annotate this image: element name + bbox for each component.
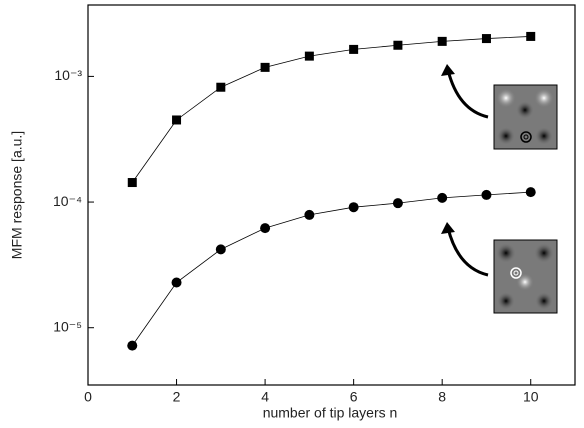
marker xyxy=(349,45,358,54)
marker xyxy=(438,37,447,46)
arrow xyxy=(448,70,488,117)
y-tick-label: 10⁻⁵ xyxy=(53,318,82,334)
inset-bottom xyxy=(494,240,557,313)
inset-spot xyxy=(534,243,554,263)
arrow-head xyxy=(441,222,455,234)
marker xyxy=(437,193,447,203)
marker xyxy=(349,202,359,212)
inset-spot xyxy=(534,88,554,108)
marker xyxy=(304,210,314,220)
inset-spot xyxy=(535,127,553,145)
marker xyxy=(216,83,225,92)
x-tick-label: 4 xyxy=(261,389,269,405)
y-tick-label: 10⁻³ xyxy=(54,67,82,83)
marker xyxy=(172,115,181,124)
x-tick-label: 10 xyxy=(523,389,539,405)
marker xyxy=(127,341,137,351)
x-tick-label: 0 xyxy=(84,389,92,405)
inset-spot xyxy=(497,127,515,145)
x-axis-label: number of tip layers n xyxy=(263,405,398,421)
inset-spot xyxy=(535,292,553,310)
marker xyxy=(482,34,491,43)
marker xyxy=(261,63,270,72)
chart: MFM response [a.u.] number of tip layers… xyxy=(0,0,584,428)
arrow-head xyxy=(441,64,455,76)
inset-spot xyxy=(516,273,534,291)
x-tick-label: 6 xyxy=(350,389,358,405)
marker xyxy=(393,198,403,208)
inset-spot xyxy=(496,243,516,263)
marker xyxy=(172,277,182,287)
x-tick-label: 2 xyxy=(173,389,181,405)
plot-frame xyxy=(88,5,575,385)
x-tick-label: 8 xyxy=(438,389,446,405)
marker xyxy=(305,52,314,61)
inset-spot xyxy=(496,88,516,108)
marker xyxy=(260,223,270,233)
inset-spot xyxy=(497,292,515,310)
arrow xyxy=(448,228,488,275)
inset-spot xyxy=(516,101,534,119)
marker xyxy=(526,187,536,197)
marker xyxy=(481,190,491,200)
y-axis-label: MFM response [a.u.] xyxy=(9,131,25,259)
y-tick-label: 10⁻⁴ xyxy=(53,193,82,209)
inset-top xyxy=(494,85,557,149)
marker xyxy=(526,32,535,41)
marker xyxy=(128,178,137,187)
marker xyxy=(216,244,226,254)
marker xyxy=(393,41,402,50)
